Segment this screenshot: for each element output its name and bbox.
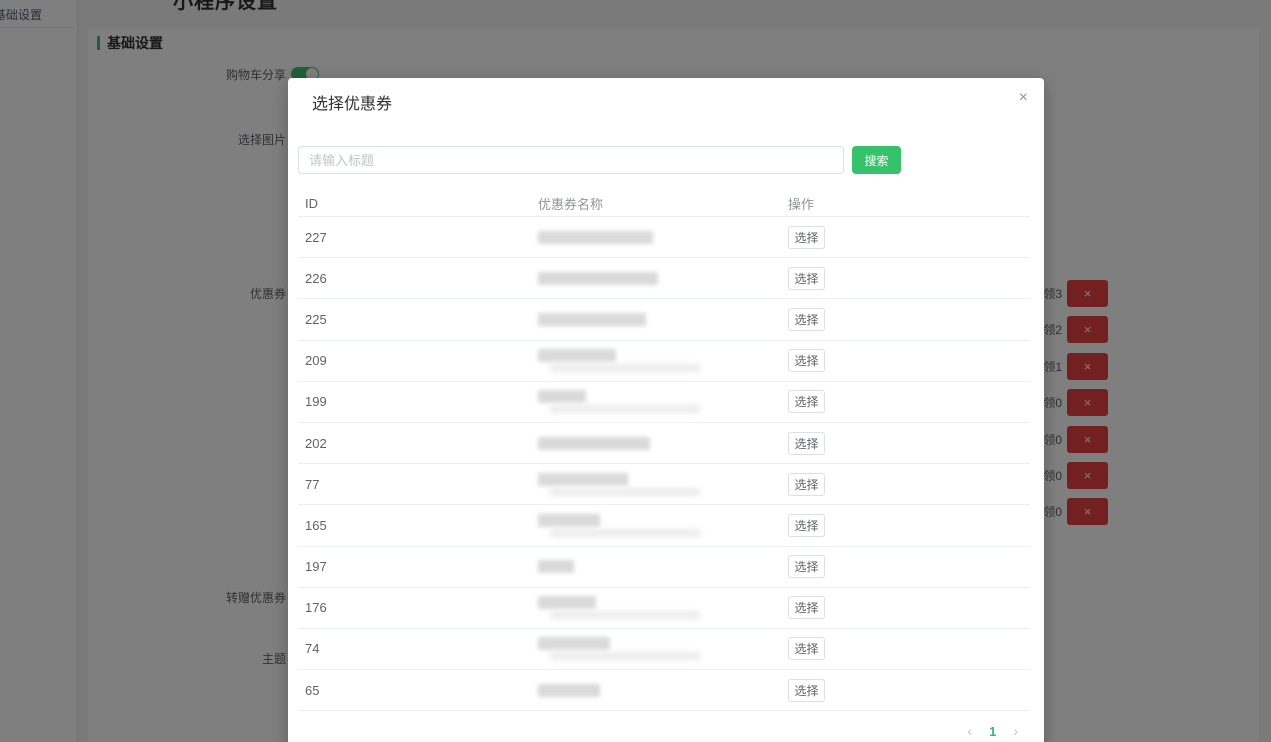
cell-coupon-id: 165 — [305, 517, 327, 533]
select-coupon-button[interactable]: 选择 — [788, 307, 825, 331]
cell-action: 选择 — [788, 513, 1030, 537]
redacted-coupon-name — [538, 637, 610, 651]
cell-coupon-name — [538, 390, 788, 414]
select-coupon-button[interactable]: 选择 — [788, 390, 825, 414]
cell-coupon-id: 227 — [305, 229, 327, 245]
table-row: 165 选择 — [298, 505, 1030, 547]
redacted-coupon-name — [538, 560, 574, 574]
close-icon[interactable]: × — [1018, 89, 1028, 106]
cell-coupon-id: 77 — [305, 476, 320, 492]
table-row: 197 选择 — [298, 547, 1030, 588]
next-page-icon[interactable]: › — [1013, 723, 1018, 739]
cell-coupon-id: 74 — [305, 641, 320, 657]
select-coupon-button[interactable]: 选择 — [788, 431, 825, 455]
cell-coupon-id: 65 — [305, 682, 320, 698]
cell-coupon-id: 199 — [305, 394, 327, 410]
search-input[interactable] — [298, 146, 844, 174]
prev-page-icon[interactable]: ‹ — [967, 723, 973, 739]
cell-coupon-name — [538, 596, 788, 620]
cell-coupon-name — [538, 560, 788, 574]
redacted-coupon-name — [538, 683, 600, 697]
cell-coupon-name — [538, 312, 788, 326]
pagination: ‹ 1 › — [288, 723, 1044, 739]
cell-coupon-name — [538, 683, 788, 697]
cell-action: 选择 — [788, 266, 1030, 290]
cell-coupon-id: 209 — [305, 353, 327, 369]
select-coupon-button[interactable]: 选择 — [788, 555, 825, 579]
table-row: 227 选择 — [298, 217, 1030, 259]
select-coupon-button[interactable]: 选择 — [788, 637, 825, 661]
redacted-coupon-name — [538, 436, 650, 450]
select-coupon-button[interactable]: 选择 — [788, 266, 825, 290]
table-row: 65 选择 — [298, 670, 1030, 712]
page-number-1[interactable]: 1 — [989, 723, 997, 739]
redacted-coupon-name — [538, 513, 600, 527]
table-body: 227 选择 226 — [298, 217, 1030, 712]
cell-coupon-id: 226 — [305, 270, 327, 286]
select-coupon-button[interactable]: 选择 — [788, 513, 825, 537]
search-row: 搜索 — [298, 146, 901, 174]
table-header: ID 优惠券名称 操作 — [298, 190, 1030, 217]
cell-action: 选择 — [788, 472, 1030, 496]
select-coupon-modal: 选择优惠券 × 搜索 ID 优惠券名称 操作 227 — [288, 78, 1044, 742]
col-header-id: ID — [305, 195, 318, 211]
cell-coupon-name — [538, 637, 788, 661]
cell-action: 选择 — [788, 678, 1030, 702]
select-coupon-button[interactable]: 选择 — [788, 678, 825, 702]
cell-coupon-id: 225 — [305, 311, 327, 327]
table-row: 77 选择 — [298, 464, 1030, 506]
table-row: 209 选择 — [298, 341, 1030, 382]
cell-coupon-id: 202 — [305, 435, 327, 451]
cell-coupon-name — [538, 230, 788, 244]
cell-action: 选择 — [788, 555, 1030, 579]
redacted-coupon-name — [538, 472, 628, 486]
select-coupon-button[interactable]: 选择 — [788, 472, 825, 496]
table-row: 226 选择 — [298, 258, 1030, 300]
modal-title: 选择优惠券 — [312, 96, 393, 113]
redacted-coupon-name — [538, 349, 616, 363]
select-coupon-button[interactable]: 选择 — [788, 349, 825, 373]
cell-action: 选择 — [788, 596, 1030, 620]
table-row: 202 选择 — [298, 423, 1030, 465]
redacted-coupon-subtext — [550, 652, 700, 661]
redacted-coupon-name — [538, 230, 653, 244]
redacted-coupon-subtext — [550, 528, 700, 537]
col-header-name: 优惠券名称 — [538, 196, 604, 212]
redacted-coupon-name — [538, 390, 586, 404]
redacted-coupon-subtext — [550, 364, 700, 373]
cell-action: 选择 — [788, 349, 1030, 373]
select-coupon-button[interactable]: 选择 — [788, 225, 825, 249]
redacted-coupon-name — [538, 596, 596, 610]
search-button[interactable]: 搜索 — [852, 146, 901, 174]
coupon-table: ID 优惠券名称 操作 227 选择 — [298, 190, 1030, 712]
cell-coupon-name — [538, 513, 788, 537]
cell-coupon-id: 176 — [305, 600, 327, 616]
redacted-coupon-subtext — [550, 611, 700, 620]
col-header-action: 操作 — [788, 196, 815, 212]
cell-action: 选择 — [788, 637, 1030, 661]
cell-coupon-name — [538, 271, 788, 285]
table-row: 176 选择 — [298, 588, 1030, 629]
select-coupon-button[interactable]: 选择 — [788, 596, 825, 620]
table-row: 225 选择 — [298, 299, 1030, 341]
redacted-coupon-name — [538, 312, 646, 326]
redacted-coupon-name — [538, 271, 658, 285]
redacted-coupon-subtext — [550, 487, 700, 496]
cell-coupon-name — [538, 436, 788, 450]
cell-coupon-name — [538, 472, 788, 496]
cell-coupon-name — [538, 349, 788, 373]
cell-coupon-id: 197 — [305, 559, 327, 575]
cell-action: 选择 — [788, 307, 1030, 331]
cell-action: 选择 — [788, 225, 1030, 249]
cell-action: 选择 — [788, 390, 1030, 414]
table-row: 74 选择 — [298, 629, 1030, 671]
table-row: 199 选择 — [298, 382, 1030, 423]
cell-action: 选择 — [788, 431, 1030, 455]
redacted-coupon-subtext — [550, 405, 700, 414]
